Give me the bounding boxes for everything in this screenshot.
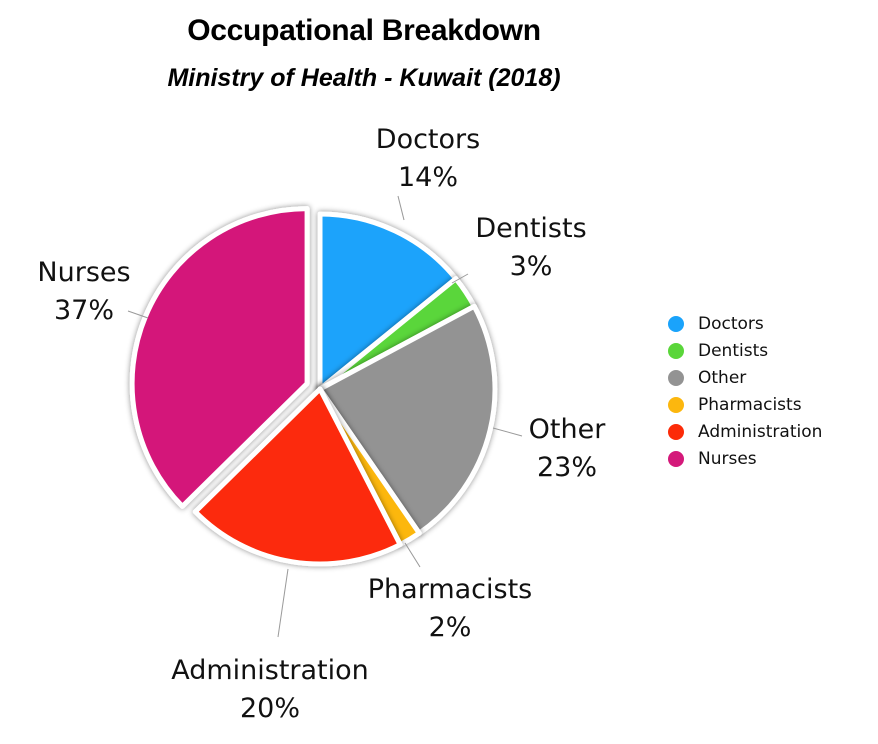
legend-swatch-dentists xyxy=(668,342,684,359)
legend-item-administration: Administration xyxy=(668,418,868,445)
leader-line-doctors xyxy=(397,195,405,221)
pie-slice-nurses xyxy=(129,206,310,509)
leader-line-other xyxy=(492,427,523,437)
legend-label-other: Other xyxy=(698,367,747,388)
legend-label-nurses: Nurses xyxy=(698,448,757,469)
legend-swatch-pharmacists xyxy=(668,396,684,413)
pie-slice-other xyxy=(317,303,498,536)
leader-line-pharmacists xyxy=(404,542,421,568)
legend-swatch-other xyxy=(668,369,684,386)
legend-swatch-doctors xyxy=(668,315,684,332)
legend-label-pharmacists: Pharmacists xyxy=(698,394,802,415)
slice-value-doctors: 14% xyxy=(398,162,458,193)
slice-label-other: Other xyxy=(529,414,607,445)
leader-line-administration xyxy=(277,568,289,638)
legend-swatch-nurses xyxy=(668,450,684,467)
slice-label-administration: Administration xyxy=(171,655,369,686)
legend-item-other: Other xyxy=(668,364,868,391)
chart-title: Occupational Breakdown xyxy=(187,14,541,47)
slice-value-administration: 20% xyxy=(240,693,300,724)
slice-value-nurses: 37% xyxy=(54,295,114,326)
slice-value-dentists: 3% xyxy=(510,251,553,282)
legend-swatch-administration xyxy=(668,423,684,440)
legend-item-pharmacists: Pharmacists xyxy=(668,391,868,418)
legend-label-dentists: Dentists xyxy=(698,340,769,361)
slice-label-nurses: Nurses xyxy=(37,257,130,288)
slice-value-pharmacists: 2% xyxy=(429,612,472,643)
legend-label-administration: Administration xyxy=(698,421,823,442)
leader-line-nurses xyxy=(127,310,149,319)
legend-item-doctors: Doctors xyxy=(668,310,868,337)
leader-line-dentists xyxy=(451,273,469,284)
legend-item-nurses: Nurses xyxy=(668,445,868,472)
slice-value-other: 23% xyxy=(537,452,597,483)
slice-label-dentists: Dentists xyxy=(475,213,586,244)
pie-slice-administration xyxy=(192,386,403,567)
slice-label-doctors: Doctors xyxy=(376,124,480,155)
chart-legend: Doctors Dentists Other Pharmacists Admin… xyxy=(668,310,868,472)
legend-label-doctors: Doctors xyxy=(698,313,764,334)
pie-slice-doctors xyxy=(317,211,459,392)
chart-subtitle: Ministry of Health - Kuwait (2018) xyxy=(167,64,561,92)
slice-label-pharmacists: Pharmacists xyxy=(368,574,532,605)
legend-item-dentists: Dentists xyxy=(668,337,868,364)
